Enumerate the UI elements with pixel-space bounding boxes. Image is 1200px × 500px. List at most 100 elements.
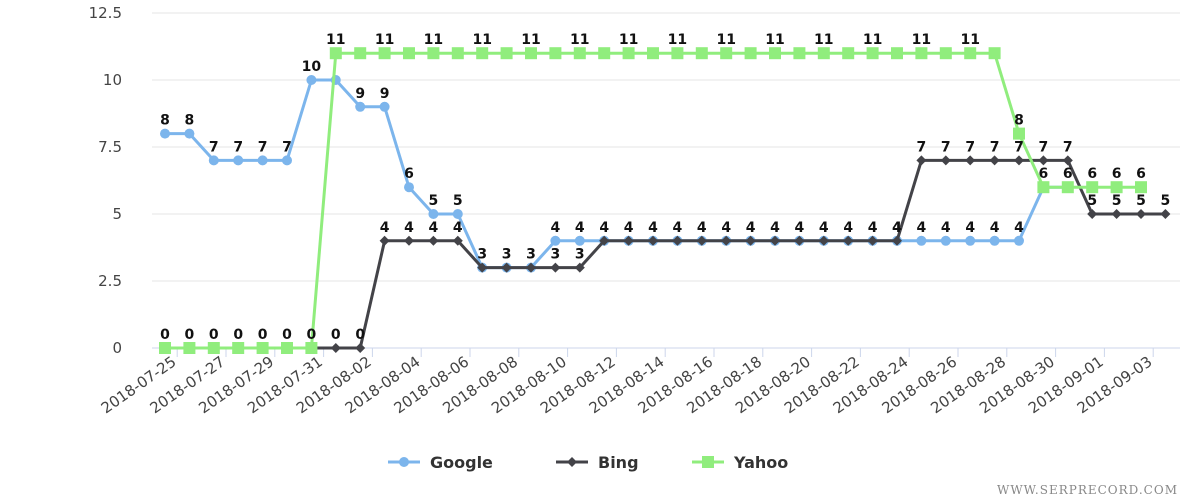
legend-item-yahoo[interactable]: Yahoo <box>692 453 788 472</box>
data-point-yahoo <box>1013 127 1025 140</box>
data-label-yahoo: 0 <box>307 327 317 343</box>
data-label-google: 4 <box>575 220 585 236</box>
data-label-yahoo: 11 <box>765 32 784 48</box>
data-point-bing <box>940 155 951 166</box>
data-point-bing <box>721 235 732 246</box>
data-point-bing <box>965 155 976 166</box>
data-label-google: 4 <box>697 220 707 236</box>
data-label-google: 8 <box>160 113 170 129</box>
data-point-yahoo <box>817 47 830 60</box>
data-label-yahoo: 11 <box>619 32 638 48</box>
data-point-bing <box>1136 209 1146 219</box>
data-label-yahoo: 11 <box>521 32 540 48</box>
y-tick-label: 12.5 <box>89 4 122 22</box>
data-label-bing: 4 <box>429 220 439 236</box>
data-point-yahoo <box>427 47 440 60</box>
data-label-google: 6 <box>1063 166 1073 182</box>
data-label-yahoo: 6 <box>1087 166 1097 182</box>
data-label-bing: 5 <box>1112 193 1122 209</box>
data-point-yahoo <box>354 47 367 60</box>
data-label-yahoo: 0 <box>233 327 243 343</box>
data-point-yahoo <box>207 342 220 354</box>
data-point-bing <box>574 262 585 273</box>
data-point-yahoo <box>769 47 781 60</box>
data-label-bing: 7 <box>917 139 927 155</box>
data-label-google: 4 <box>721 220 731 236</box>
data-point-yahoo <box>647 47 659 60</box>
data-point-bing <box>1062 155 1073 166</box>
data-point-yahoo <box>183 342 196 354</box>
legend-item-bing[interactable]: Bing <box>556 453 639 472</box>
data-point-google <box>379 101 390 112</box>
data-point-yahoo <box>695 47 708 60</box>
y-tick-label: 0 <box>112 339 122 357</box>
legend-marker-google <box>399 457 409 467</box>
legend-marker-bing <box>567 457 577 467</box>
data-label-google: 5 <box>453 193 463 209</box>
data-point-yahoo <box>939 47 952 60</box>
series-group <box>159 47 1171 354</box>
data-label-google: 4 <box>990 220 1000 236</box>
series-line-yahoo <box>165 51 1141 350</box>
data-point-bing <box>1087 209 1098 219</box>
data-point-bing <box>843 235 854 246</box>
data-label-google: 8 <box>185 113 195 129</box>
data-label-bing: 7 <box>941 139 951 155</box>
legend-item-google[interactable]: Google <box>388 453 493 472</box>
data-label-yahoo: 0 <box>258 327 268 343</box>
legend[interactable]: Google Bing Yahoo <box>388 453 788 472</box>
data-point-yahoo <box>378 47 391 60</box>
legend-label-yahoo: Yahoo <box>733 453 788 472</box>
data-point-bing <box>1111 209 1122 219</box>
data-point-yahoo <box>720 47 733 60</box>
data-point-yahoo <box>573 47 586 60</box>
data-label-google: 4 <box>868 220 878 236</box>
data-point-yahoo <box>842 47 855 60</box>
data-point-bing <box>745 235 756 246</box>
data-point-yahoo <box>403 47 415 60</box>
data-point-yahoo <box>915 47 928 60</box>
data-point-google <box>208 155 219 166</box>
data-point-yahoo <box>1086 181 1099 194</box>
data-label-google: 4 <box>795 220 805 236</box>
data-point-yahoo <box>549 47 562 60</box>
data-point-google <box>574 235 585 246</box>
data-label-yahoo: 0 <box>209 327 219 343</box>
data-point-bing <box>916 155 927 166</box>
data-label-google: 4 <box>843 220 853 236</box>
y-axis: 0 2.5 5 7.5 10 12.5 <box>89 4 122 357</box>
data-point-bing <box>452 235 463 246</box>
data-point-bing <box>550 262 561 273</box>
data-label-bing: 4 <box>380 220 390 236</box>
y-tick-label: 10 <box>103 71 122 89</box>
data-label-bing: 0 <box>331 327 341 343</box>
data-point-yahoo <box>1061 181 1074 194</box>
data-point-bing <box>892 235 902 246</box>
data-label-yahoo: 11 <box>375 32 394 48</box>
data-point-bing <box>355 343 366 353</box>
data-label-google: 4 <box>1014 220 1024 236</box>
data-point-google <box>184 128 195 139</box>
data-label-google: 4 <box>551 220 561 236</box>
data-label-google: 3 <box>477 247 487 263</box>
data-label-bing: 5 <box>1161 193 1171 209</box>
data-point-bing <box>672 235 683 246</box>
data-point-bing <box>623 235 634 246</box>
data-point-yahoo <box>793 47 806 60</box>
data-label-bing: 7 <box>965 139 975 155</box>
data-point-bing <box>501 262 512 273</box>
data-label-bing: 4 <box>453 220 463 236</box>
data-label-yahoo: 11 <box>668 32 687 48</box>
data-point-google <box>916 235 927 246</box>
data-point-yahoo <box>988 47 1001 60</box>
data-label-google: 9 <box>355 86 365 102</box>
data-point-bing <box>1014 155 1024 166</box>
data-label-yahoo: 11 <box>424 32 443 48</box>
y-tick-label: 5 <box>112 205 122 223</box>
data-point-bing <box>477 262 488 273</box>
data-label-yahoo: 6 <box>1136 166 1146 182</box>
data-point-google <box>257 155 268 166</box>
data-label-google: 10 <box>302 59 322 75</box>
data-label-google: 3 <box>502 247 512 263</box>
data-point-bing <box>428 235 439 246</box>
